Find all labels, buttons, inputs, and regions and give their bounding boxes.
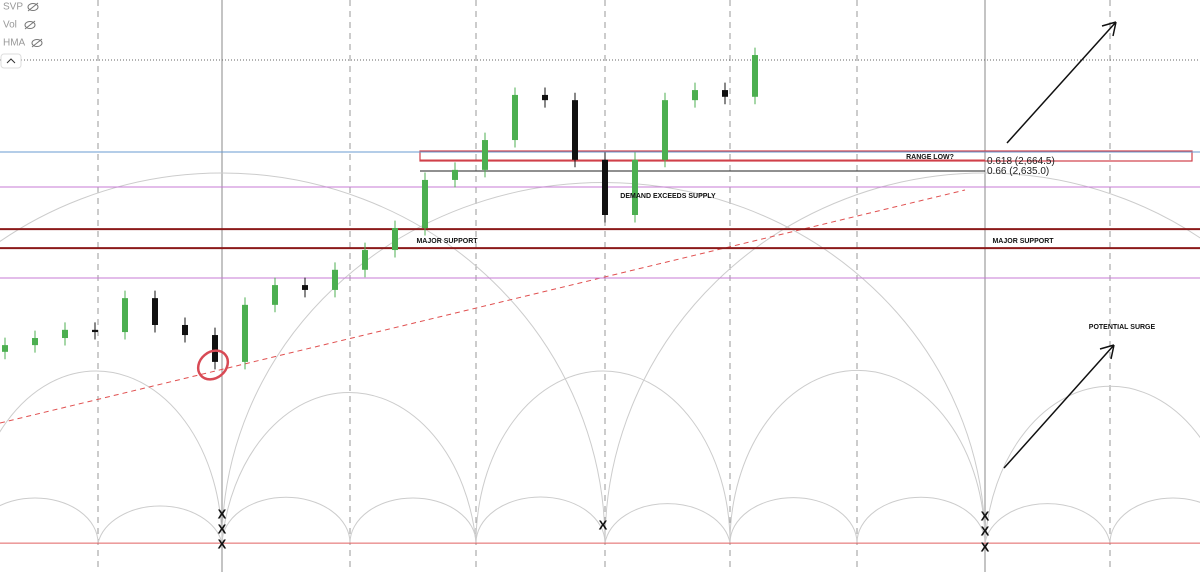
visibility-icon[interactable] [27,3,39,11]
candle-body [722,90,728,97]
fib-label: 0.618 (2,664.5) [987,156,1055,167]
candle-body [182,324,188,336]
candle-body [152,298,158,325]
indicator-name[interactable]: HMA [3,38,26,49]
candle-body [662,100,668,160]
cycle-mark: X [981,508,990,523]
candle-body [572,100,578,160]
candle-body [602,159,608,215]
annotation: DEMAND EXCEEDS SUPPLY [620,193,716,200]
annotation: RANGE LOW? [906,154,954,161]
candle-body [92,329,98,333]
annotation: MAJOR SUPPORT [416,238,478,245]
indicator-legend: SVP Vol HMA [0,2,43,69]
candle-body [452,169,458,180]
annotation: POTENTIAL SURGE [1089,324,1156,331]
candle-body [632,159,638,215]
candle-body [272,285,278,305]
candle-body [542,94,548,101]
indicator-name[interactable]: Vol [3,20,17,31]
candle-body [392,228,398,251]
candle-body [62,329,68,339]
arrows [1003,21,1117,469]
candle-body [422,179,428,229]
collapse-icon [6,58,16,64]
trend-line [0,189,966,424]
visibility-icon[interactable] [31,39,43,47]
cycle-mark: X [218,536,227,551]
candle-body [242,304,248,362]
candle-body [362,250,368,270]
candle-body [122,298,128,333]
indicator-name[interactable]: SVP [3,2,23,13]
cycle-mark: X [218,521,227,536]
candle-body [212,335,218,362]
highlight-ellipse [196,349,230,381]
collapse-button[interactable] [0,53,22,69]
candle-body [512,94,518,141]
candle-body [332,269,338,290]
cycle-mark: X [981,539,990,554]
candle-body [482,140,488,170]
annotation: MAJOR SUPPORT [992,238,1054,245]
candle-body [302,285,308,290]
fib-label: 0.66 (2,635.0) [987,166,1049,177]
candle-body [692,90,698,101]
candle-body [752,55,758,97]
visibility-icon[interactable] [24,21,36,29]
cycle-mark: X [981,523,990,538]
cycle-mark: X [218,506,227,521]
range-box [419,150,1193,162]
candle-body [32,338,38,346]
candle-body [2,345,8,352]
cycle-mark: X [599,517,608,532]
